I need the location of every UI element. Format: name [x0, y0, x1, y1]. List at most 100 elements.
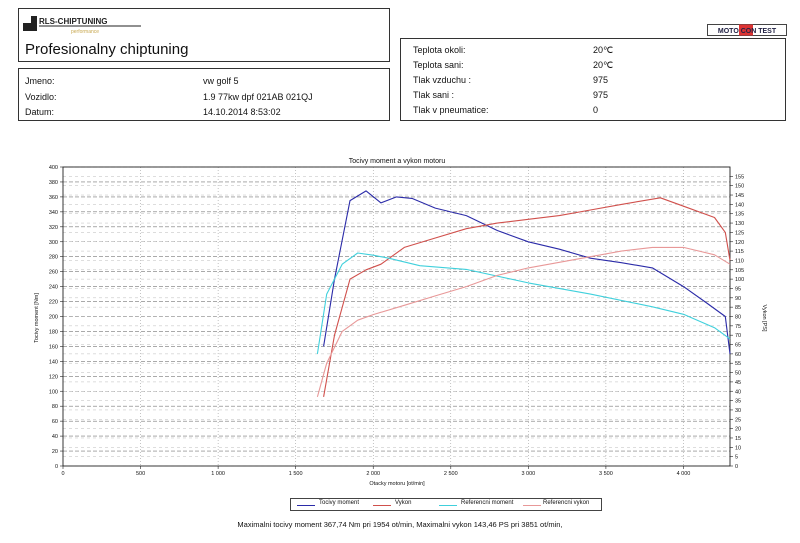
y-tick-label: 280: [49, 255, 58, 261]
tire-pressure-label: Tlak v pneumatice:: [413, 105, 489, 115]
series-line-ref-torque: [316, 252, 731, 354]
x-tick-label: 2 500: [444, 471, 458, 477]
y2-tick-label: 70: [735, 333, 741, 339]
y2-tick-label: 30: [735, 408, 741, 414]
y2-tick-label: 145: [735, 193, 744, 199]
y-tick-label: 360: [49, 195, 58, 201]
client-name-value: vw golf 5: [203, 76, 239, 86]
vehicle-label: Vozidlo:: [25, 92, 57, 102]
y2-tick-label: 60: [735, 352, 741, 358]
y2-tick-label: 125: [735, 230, 744, 236]
chart-legend: Tocivy moment Vykon Referencni moment Re…: [290, 498, 602, 511]
brand-name: RLS-CHIPTUNING: [39, 17, 107, 26]
y-tick-label: 260: [49, 270, 58, 276]
y-tick-label: 160: [49, 344, 58, 350]
legend-swatch-ref-torque: [439, 505, 457, 506]
y2-tick-label: 50: [735, 371, 741, 377]
y-tick-label: 340: [49, 210, 58, 216]
y-tick-label: 60: [52, 419, 58, 425]
y2-tick-label: 45: [735, 380, 741, 386]
legend-torque: Tocivy moment: [319, 500, 360, 506]
client-info-panel: Jmeno: vw golf 5 Vozidlo: 1.9 77kw dpf 0…: [18, 68, 390, 121]
y2-tick-label: 5: [735, 455, 738, 461]
y2-tick-label: 10: [735, 445, 741, 451]
motocon-badge-icon: MOTO CON TEST: [707, 24, 787, 36]
date-value: 14.10.2014 8:53:02: [203, 107, 281, 117]
y2-tick-label: 0: [735, 464, 738, 470]
y-tick-label: 300: [49, 240, 58, 246]
y2-tick-label: 115: [735, 249, 744, 255]
x-tick-label: 3 000: [521, 471, 535, 477]
conditions-panel: Teplota okoli: 20℃ Teplota sani: 20℃ Tla…: [400, 38, 786, 121]
legend-ref-power: Referencni vykon: [543, 500, 590, 506]
chart-grid: [63, 166, 730, 467]
y2-tick-label: 150: [735, 184, 744, 190]
max-values-summary: Maximalni tocivy moment 367,74 Nm pri 19…: [237, 520, 563, 529]
x-tick-label: 3 500: [599, 471, 613, 477]
y-tick-label: 140: [49, 359, 58, 365]
intake-temp-label: Teplota sani:: [413, 60, 464, 70]
legend-swatch-ref-power: [523, 505, 541, 506]
y2-tick-label: 155: [735, 174, 744, 180]
page-title: Profesionalny chiptuning: [25, 41, 189, 58]
x-tick-label: 0: [61, 471, 64, 477]
air-pressure-value: 975: [593, 75, 609, 85]
legend-swatch-torque: [297, 505, 315, 506]
motocon-text: MOTO CON TEST: [718, 28, 777, 35]
chart-series: [316, 190, 731, 398]
intake-pressure-label: Tlak sani :: [413, 90, 455, 100]
y-tick-label: 220: [49, 300, 58, 306]
x-tick-label: 1 000: [211, 471, 225, 477]
y-tick-label: 40: [52, 434, 58, 440]
y-tick-label: 320: [49, 225, 58, 231]
y-tick-label: 120: [49, 374, 58, 380]
y-tick-label: 240: [49, 285, 58, 291]
y-axis-label: Tocivy moment [Nm]: [34, 293, 40, 343]
y2-tick-label: 130: [735, 221, 744, 227]
y2-tick-label: 80: [735, 315, 741, 321]
series-line-power: [323, 197, 731, 397]
tire-pressure-value: 0: [593, 105, 599, 115]
y2-tick-label: 20: [735, 427, 741, 433]
ambient-temp-value: 20℃: [593, 45, 614, 55]
y2-tick-label: 55: [735, 361, 741, 367]
intake-pressure-value: 975: [593, 90, 609, 100]
y2-tick-label: 15: [735, 436, 741, 442]
brand-tagline: performance: [71, 29, 99, 35]
x-tick-label: 2 000: [366, 471, 380, 477]
y-tick-label: 80: [52, 404, 58, 410]
x-tick-label: 4 000: [677, 471, 691, 477]
y2-tick-label: 35: [735, 399, 741, 405]
x-tick-label: 500: [136, 471, 145, 477]
intake-temp-value: 20℃: [593, 60, 614, 70]
y-tick-label: 380: [49, 180, 58, 186]
air-pressure-label: Tlak vzduchu :: [413, 75, 472, 85]
ambient-temp-label: Teplota okoli:: [413, 45, 466, 55]
y2-tick-label: 140: [735, 202, 744, 208]
y-tick-label: 100: [49, 389, 58, 395]
y2-axis-label: Vykon [PS]: [761, 304, 767, 331]
y2-tick-label: 40: [735, 389, 741, 395]
y2-tick-label: 100: [735, 277, 744, 283]
chart-title: Tocivy moment a vykon motoru: [349, 158, 446, 165]
y-tick-label: 200: [49, 315, 58, 321]
date-label: Datum:: [25, 107, 55, 117]
y2-tick-label: 95: [735, 286, 741, 292]
y2-tick-label: 25: [735, 417, 741, 423]
legend-swatch-power: [373, 505, 391, 506]
series-line-torque: [323, 190, 731, 354]
y-tick-label: 400: [49, 165, 58, 171]
logo-panel: RLS-CHIPTUNING performance Profesionalny…: [18, 8, 390, 62]
y2-tick-label: 120: [735, 240, 744, 246]
y2-tick-label: 105: [735, 268, 744, 274]
y-tick-label: 180: [49, 329, 58, 335]
y2-tick-label: 135: [735, 212, 744, 218]
y-tick-label: 20: [52, 449, 58, 455]
legend-ref-torque: Referencni moment: [461, 500, 514, 506]
chart-ticks: 0204060801001201401601802002202402602803…: [49, 165, 744, 477]
y2-tick-label: 90: [735, 296, 741, 302]
y2-tick-label: 85: [735, 305, 741, 311]
y2-tick-label: 75: [735, 324, 741, 330]
y2-tick-label: 65: [735, 343, 741, 349]
